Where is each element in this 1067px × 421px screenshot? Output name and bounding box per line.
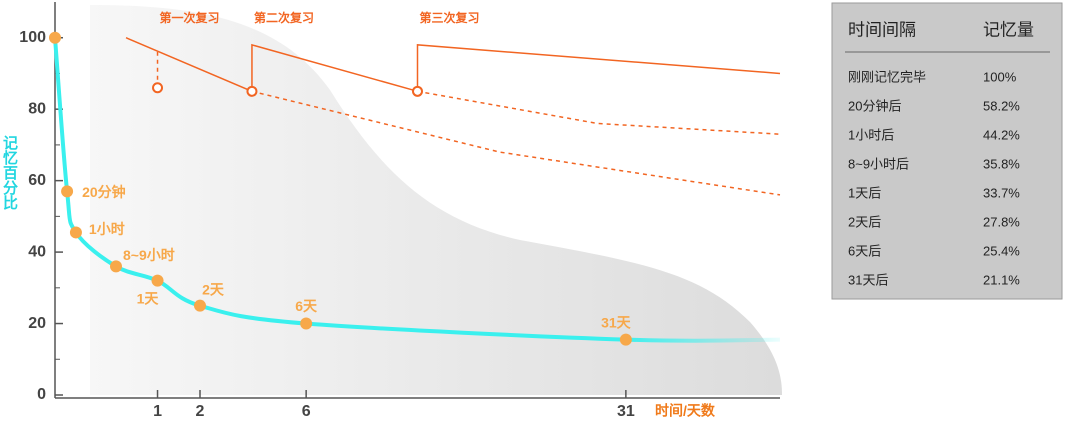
x-tick-label: 31 — [617, 403, 635, 420]
table-cell: 100% — [983, 69, 1017, 84]
point-label: 6天 — [295, 298, 318, 314]
x-tick-label: 6 — [302, 403, 311, 420]
y-tick-label: 60 — [28, 172, 46, 189]
point-label: 31天 — [601, 314, 632, 330]
review-label: 第一次复习 — [160, 10, 220, 25]
background-shape — [90, 5, 782, 395]
review-line — [125, 37, 781, 93]
table-cell: 44.2% — [983, 127, 1020, 142]
table-cell: 20分钟后 — [848, 98, 901, 113]
data-point — [110, 260, 123, 273]
table-cell: 刚刚记忆完毕 — [848, 69, 926, 84]
data-point — [151, 274, 164, 287]
table-cell: 1小时后 — [848, 127, 894, 142]
table-cell: 8~9小时后 — [848, 156, 909, 171]
x-axis-label: 时间/天数 — [655, 403, 716, 419]
x-tick-label: 1 — [153, 403, 162, 420]
y-tick-label: 80 — [28, 100, 46, 117]
y-tick-label: 0 — [37, 386, 46, 403]
point-label: 2天 — [202, 281, 225, 297]
point-label: 1天 — [137, 290, 160, 306]
data-point — [194, 299, 206, 312]
y-tick-label: 100 — [19, 29, 46, 46]
point-label: 1小时 — [89, 221, 125, 237]
table-cell: 33.7% — [983, 185, 1020, 200]
y-tick-label: 40 — [28, 243, 46, 260]
data-point — [69, 226, 82, 239]
table-cell: 27.8% — [983, 214, 1020, 229]
review-dashed-line — [417, 90, 781, 135]
table-header: 记忆量 — [983, 20, 1034, 39]
review-point — [152, 82, 164, 94]
data-point — [619, 333, 632, 346]
review-point — [412, 85, 423, 97]
table-cell: 2天后 — [848, 214, 881, 229]
x-tick-label: 2 — [196, 403, 205, 420]
data-point — [49, 31, 61, 44]
table-cell: 1天后 — [848, 185, 881, 200]
point-label: 20分钟 — [82, 184, 126, 200]
table-cell: 35.8% — [983, 156, 1020, 171]
review-label: 第三次复习 — [419, 10, 479, 25]
y-axis-label: 记忆百分比 — [1, 135, 18, 211]
table-cell: 31天后 — [848, 272, 888, 287]
table-cell: 25.4% — [983, 243, 1020, 258]
point-label: 8~9小时 — [123, 247, 175, 263]
table-cell: 6天后 — [848, 243, 881, 258]
table-cell: 21.1% — [983, 272, 1020, 287]
table-header: 时间间隔 — [848, 20, 916, 39]
data-point — [61, 185, 74, 198]
review-point — [246, 85, 258, 97]
table-cell: 58.2% — [983, 98, 1020, 113]
retention-curve — [53, 37, 781, 343]
y-tick-label: 20 — [28, 315, 46, 332]
review-label: 第二次复习 — [254, 10, 314, 25]
data-point — [300, 317, 313, 330]
